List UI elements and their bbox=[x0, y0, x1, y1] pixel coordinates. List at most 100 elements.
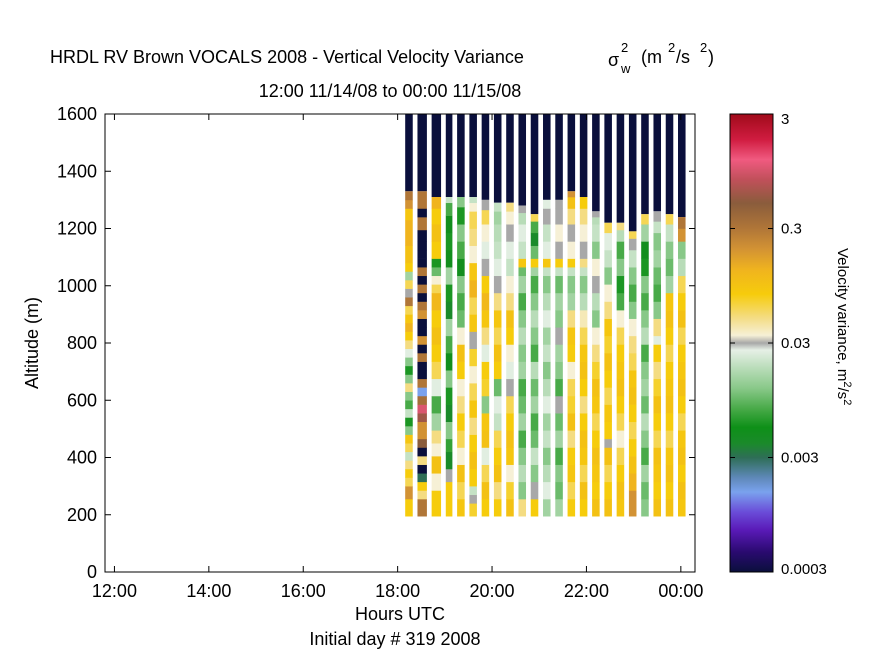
heatmap-cell bbox=[481, 199, 490, 211]
heatmap-cell bbox=[616, 447, 625, 465]
heatmap-cell bbox=[457, 207, 465, 225]
heatmap-cell bbox=[604, 335, 612, 354]
heatmap-cell bbox=[678, 228, 686, 242]
heatmap-cell bbox=[445, 232, 453, 251]
heatmap-cell bbox=[506, 211, 514, 225]
heatmap-cell bbox=[405, 357, 413, 367]
heatmap-cell bbox=[417, 430, 427, 440]
heatmap-cell bbox=[555, 361, 563, 380]
heatmap-cell bbox=[628, 249, 637, 268]
y-tick-label: 600 bbox=[67, 390, 97, 410]
heatmap-cell bbox=[579, 241, 588, 259]
heatmap-cell bbox=[616, 395, 625, 414]
heatmap-cell bbox=[579, 378, 588, 397]
heatmap-cell bbox=[518, 224, 527, 242]
heatmap-cell bbox=[469, 417, 477, 435]
heatmap-cell bbox=[653, 447, 662, 465]
heatmap-cell bbox=[641, 395, 649, 414]
heatmap-cell bbox=[665, 481, 674, 500]
heatmap-cell bbox=[678, 378, 686, 397]
heatmap-cell bbox=[518, 212, 527, 225]
x-tick-label: 14:00 bbox=[186, 581, 231, 601]
heatmap-cell bbox=[417, 447, 427, 457]
heatmap-cell bbox=[641, 378, 649, 397]
heatmap-cell bbox=[604, 499, 612, 517]
heatmap-cell bbox=[405, 280, 413, 289]
heatmap-cell bbox=[616, 114, 625, 223]
heatmap-cell bbox=[530, 292, 539, 311]
heatmap-cell bbox=[445, 481, 453, 517]
heatmap-cell bbox=[481, 378, 490, 397]
heatmap-cell bbox=[518, 241, 527, 259]
heatmap-cell bbox=[604, 387, 612, 405]
heatmap-cell bbox=[481, 258, 490, 277]
heatmap-cell bbox=[405, 305, 413, 315]
heatmap-cell bbox=[405, 460, 413, 470]
heatmap-cell bbox=[579, 208, 588, 225]
heatmap-cell bbox=[604, 421, 612, 440]
heatmap-cell bbox=[405, 348, 413, 358]
heatmap-cell bbox=[457, 395, 465, 414]
heatmap-cell bbox=[481, 395, 490, 414]
heatmap-cell bbox=[417, 284, 427, 294]
heatmap-cell bbox=[493, 361, 502, 380]
heatmap-cell bbox=[405, 208, 413, 221]
heatmap-cell bbox=[616, 241, 625, 259]
heatmap-cell bbox=[678, 241, 686, 259]
heatmap-cell bbox=[481, 430, 490, 448]
heatmap-cell bbox=[641, 310, 649, 328]
heatmap-cell bbox=[543, 208, 551, 225]
heatmap-cell bbox=[555, 114, 563, 200]
heatmap-cell bbox=[678, 344, 686, 362]
heatmap-cell bbox=[431, 473, 442, 491]
heatmap-cell bbox=[628, 456, 637, 474]
heatmap-column bbox=[469, 114, 477, 517]
heatmap-cell bbox=[445, 215, 453, 234]
x-tick-label: 16:00 bbox=[281, 581, 326, 601]
plot-area: 12:00 14:00 16:00 18:00 20:00 22:00 00:00 0 200… bbox=[57, 104, 703, 601]
heatmap-cell bbox=[431, 413, 442, 431]
heatmap-cell bbox=[445, 202, 453, 216]
heatmap-cell bbox=[678, 327, 686, 345]
heatmap-cell bbox=[530, 258, 539, 268]
heatmap-cell bbox=[469, 228, 477, 246]
heatmap-cell bbox=[417, 310, 427, 319]
heatmap-cell bbox=[653, 481, 662, 500]
heatmap-cell bbox=[530, 310, 539, 328]
heatmap-cell bbox=[506, 327, 514, 345]
heatmap-cell bbox=[678, 499, 686, 517]
heatmap-cell bbox=[518, 292, 527, 311]
y-axis-label: Altitude (m) bbox=[22, 297, 42, 389]
heatmap-cell bbox=[530, 327, 539, 345]
heatmap-column bbox=[653, 114, 662, 517]
title-sigma-sup: 2 bbox=[621, 40, 628, 55]
heatmap-cell bbox=[641, 114, 649, 215]
heatmap-cell bbox=[530, 499, 539, 517]
y-tick-label: 800 bbox=[67, 333, 97, 353]
heatmap-cell bbox=[543, 310, 551, 328]
heatmap-cell bbox=[405, 288, 413, 298]
heatmap-cell bbox=[493, 378, 502, 397]
heatmap-cell bbox=[653, 344, 662, 362]
heatmap-cell bbox=[469, 202, 477, 212]
heatmap-cell bbox=[555, 241, 563, 259]
heatmap-cell bbox=[604, 318, 612, 337]
heatmap-cell bbox=[628, 284, 637, 302]
heatmap-cell bbox=[665, 292, 674, 311]
heatmap-cell bbox=[555, 344, 563, 362]
heatmap-cell bbox=[678, 292, 686, 311]
heatmap-cell bbox=[555, 447, 563, 465]
heatmap-cell bbox=[469, 331, 477, 350]
heatmap-cell bbox=[445, 318, 453, 337]
heatmap-cell bbox=[579, 413, 588, 431]
heatmap-cell bbox=[518, 310, 527, 328]
title-sigma: σ bbox=[608, 50, 619, 70]
heatmap-cell bbox=[431, 443, 442, 457]
heatmap-cell bbox=[628, 387, 637, 405]
heatmap-cell bbox=[628, 490, 637, 517]
heatmap-cell bbox=[431, 292, 442, 311]
heatmap-cell bbox=[604, 114, 612, 223]
heatmap-cell bbox=[469, 468, 477, 487]
heatmap-cell bbox=[543, 224, 551, 242]
